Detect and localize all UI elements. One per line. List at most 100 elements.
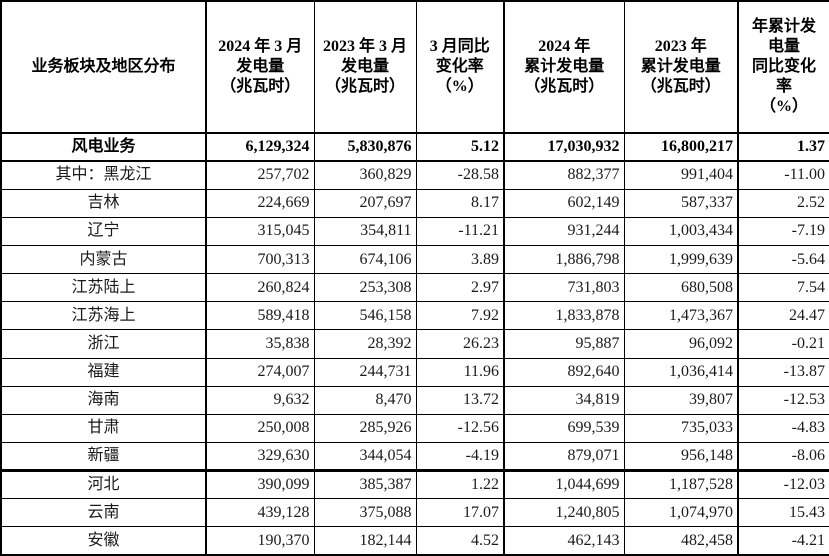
table-header: 业务板块及地区分布 2024 年 3 月 发电量 （兆瓦时） 2023 年 3 … — [0, 0, 829, 134]
cell-value: 546,158 — [313, 301, 417, 331]
cell-value: 34,819 — [503, 385, 625, 415]
cell-value: 253,308 — [313, 273, 417, 303]
row-label: 江苏海上 — [0, 301, 207, 331]
cell-value: -4.21 — [737, 526, 829, 556]
cell-value: 1.22 — [415, 468, 505, 500]
region-row: 其中：黑龙江 257,702 360,829 -28.58 882,377 991,404… — [0, 160, 829, 190]
total-row: 风电业务 6,129,324 5,830,876 5.12 17,030,932 16,8… — [0, 132, 829, 163]
cell-value: 700,313 — [205, 244, 315, 275]
cell-value: 731,803 — [503, 273, 625, 303]
cell-value: 13.72 — [415, 385, 505, 415]
cell-value: 285,926 — [313, 413, 417, 443]
row-label: 甘肃 — [0, 413, 207, 443]
row-label: 其中：黑龙江 — [0, 160, 207, 190]
cell-value: 260,824 — [205, 273, 315, 303]
row-label: 云南 — [0, 498, 207, 528]
cell-value: 385,387 — [313, 468, 417, 500]
cell-value: 224,669 — [205, 188, 315, 218]
cell-value: 1,187,528 — [623, 468, 739, 500]
cell-value: 4.52 — [415, 526, 505, 556]
row-label: 安徽 — [0, 526, 207, 556]
cell-value: 1,074,970 — [623, 498, 739, 528]
cell-value: 244,731 — [313, 357, 417, 387]
cell-value: 28,392 — [313, 329, 417, 359]
cell-value: 15.43 — [737, 498, 829, 528]
cell-value: 587,337 — [623, 188, 739, 218]
cell-value: 344,054 — [313, 441, 417, 472]
cell-value: 11.96 — [415, 357, 505, 387]
cell-value: 882,377 — [503, 160, 625, 190]
row-label: 江苏陆上 — [0, 273, 207, 303]
cell-value: 2.97 — [415, 273, 505, 303]
column-header-2024-march-generation: 2024 年 3 月 发电量 （兆瓦时） — [205, 0, 315, 134]
row-label: 浙江 — [0, 329, 207, 359]
cell-value: 24.47 — [737, 301, 829, 331]
row-label: 福建 — [0, 357, 207, 387]
region-row: 吉林 224,669 207,697 8.17 602,149 587,337 2.52 — [0, 188, 829, 218]
cell-value: 8.17 — [415, 188, 505, 218]
cell-value: 439,128 — [205, 498, 315, 528]
cell-value: 482,458 — [623, 526, 739, 556]
cell-value: 250,008 — [205, 413, 315, 443]
region-row: 浙江 35,838 28,392 26.23 95,887 96,092 -0.21 — [0, 329, 829, 359]
cell-value: -4.83 — [737, 413, 829, 443]
cell-value: 674,106 — [313, 244, 417, 275]
column-header-annual-cumulative-yoy-change: 年累计发 电量 同比变化 率 （%） — [737, 0, 829, 134]
cell-value: 274,007 — [205, 357, 315, 387]
cell-value: 7.54 — [737, 273, 829, 303]
region-row: 新疆 329,630 344,054 -4.19 879,071 956,148 -8.06 — [0, 441, 829, 472]
cell-value: 956,148 — [623, 441, 739, 472]
region-row: 海南 9,632 8,470 13.72 34,819 39,807 -12.53 — [0, 385, 829, 415]
cell-value: 602,149 — [503, 188, 625, 218]
region-row: 甘肃 250,008 285,926 -12.56 699,539 735,033 -4.8… — [0, 413, 829, 443]
cell-value: -12.03 — [737, 468, 829, 500]
row-label: 河北 — [0, 468, 207, 500]
cell-value: -5.64 — [737, 244, 829, 275]
cell-value: 931,244 — [503, 216, 625, 247]
cell-value: 315,045 — [205, 216, 315, 247]
cell-value: 1,886,798 — [503, 244, 625, 275]
cell-value: 190,370 — [205, 526, 315, 556]
cell-value: -7.19 — [737, 216, 829, 247]
cell-value: 735,033 — [623, 413, 739, 443]
row-label: 新疆 — [0, 441, 207, 472]
cell-value: 17,030,932 — [503, 132, 625, 163]
region-row: 江苏海上 589,418 546,158 7.92 1,833,878 1,473,367… — [0, 301, 829, 331]
cell-value: 6,129,324 — [205, 132, 315, 163]
region-row: 辽宁 315,045 354,811 -11.21 931,244 1,003,434 -7… — [0, 216, 829, 247]
cell-value: -28.58 — [415, 160, 505, 190]
cell-value: 354,811 — [313, 216, 417, 247]
column-header-2023-march-generation: 2023 年 3 月 发电量 （兆瓦时） — [313, 0, 417, 134]
cell-value: 7.92 — [415, 301, 505, 331]
cell-value: -11.21 — [415, 216, 505, 247]
cell-value: 96,092 — [623, 329, 739, 359]
cell-value: 5.12 — [415, 132, 505, 163]
region-row: 河北 390,099 385,387 1.22 1,044,699 1,187,528 -1… — [0, 468, 829, 500]
cell-value: -4.19 — [415, 441, 505, 472]
cell-value: 35,838 — [205, 329, 315, 359]
region-row: 内蒙古 700,313 674,106 3.89 1,886,798 1,999,639-… — [0, 244, 829, 275]
cell-value: -12.53 — [737, 385, 829, 415]
column-header-march-yoy-change: 3 月同比 变化率 （%） — [415, 0, 505, 134]
cell-value: 1,003,434 — [623, 216, 739, 247]
cell-value: 1,036,414 — [623, 357, 739, 387]
cell-value: 589,418 — [205, 301, 315, 331]
cell-value: 9,632 — [205, 385, 315, 415]
cell-value: 1,833,878 — [503, 301, 625, 331]
column-header-segment-region: 业务板块及地区分布 — [0, 0, 207, 134]
cell-value: 1,240,805 — [503, 498, 625, 528]
header-row: 业务板块及地区分布 2024 年 3 月 发电量 （兆瓦时） 2023 年 3 … — [0, 0, 829, 134]
cell-value: 5,830,876 — [313, 132, 417, 163]
column-header-2023-cumulative-generation: 2023 年 累计发电量 （兆瓦时） — [623, 0, 739, 134]
region-row: 云南 439,128 375,088 17.07 1,240,805 1,074,970 1… — [0, 498, 829, 528]
cell-value: 182,144 — [313, 526, 417, 556]
cell-value: 95,887 — [503, 329, 625, 359]
cell-value: 8,470 — [313, 385, 417, 415]
cell-value: -11.00 — [737, 160, 829, 190]
cell-value: 1,473,367 — [623, 301, 739, 331]
region-row: 安徽 190,370 182,144 4.52 462,143 482,458 -4.21 — [0, 526, 829, 556]
cell-value: 680,508 — [623, 273, 739, 303]
cell-value: 1,999,639 — [623, 244, 739, 275]
cell-value: 17.07 — [415, 498, 505, 528]
column-header-2024-cumulative-generation: 2024 年 累计发电量 （兆瓦时） — [503, 0, 625, 134]
